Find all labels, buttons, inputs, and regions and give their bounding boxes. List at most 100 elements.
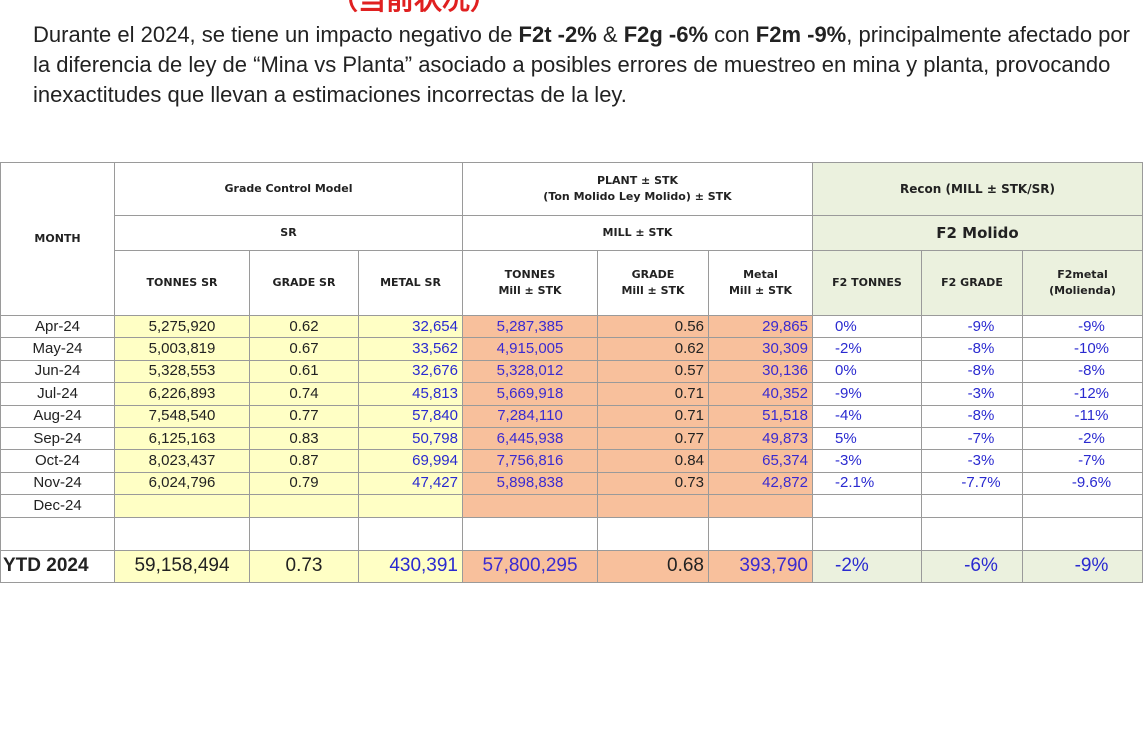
cell: 0.79	[249, 471, 359, 496]
cell: 69,994	[358, 449, 463, 473]
cell	[812, 494, 922, 518]
cell: -9%	[921, 314, 1023, 339]
cell	[114, 494, 250, 518]
cell: 0.61	[249, 359, 359, 384]
cell: 6,226,893	[114, 382, 250, 406]
data-row: Apr-24 5,275,920 0.62 32,654 5,287,385 0.56 29…	[0, 314, 1143, 339]
blank-row	[0, 516, 1143, 551]
cell: May-24	[0, 337, 115, 361]
cell	[462, 516, 598, 551]
cell: Nov-24	[0, 471, 115, 496]
header-line: GRADE	[631, 268, 675, 281]
column-header: TONNES Mill ± STK	[462, 250, 598, 316]
paragraph-segment: Durante el 2024, se tiene un impacto neg…	[33, 22, 519, 47]
cell: 51,518	[708, 404, 813, 428]
cell: 0%	[812, 314, 922, 339]
cell: 0.68	[597, 549, 709, 583]
header-row: MONTH Grade Control Model PLANT ± STK (Ton …	[0, 162, 1143, 316]
group-header: Recon (MILL ± STK/SR)	[812, 162, 1143, 216]
cell: 0.62	[597, 337, 709, 361]
cell	[114, 516, 250, 551]
month-header: MONTH	[0, 162, 115, 316]
cell: 42,872	[708, 471, 813, 496]
cell: Aug-24	[0, 404, 115, 428]
cell: 0.56	[597, 314, 709, 339]
cell	[249, 516, 359, 551]
cell: 393,790	[708, 549, 813, 583]
cell: 7,756,816	[462, 449, 598, 473]
cell	[708, 494, 813, 518]
header-line: F2 GRADE	[941, 276, 1003, 289]
header-line: GRADE SR	[272, 276, 336, 289]
cell: 49,873	[708, 426, 813, 451]
cell: -2.1%	[812, 471, 922, 496]
cell: 65,374	[708, 449, 813, 473]
cell: 40,352	[708, 382, 813, 406]
cell: Jun-24	[0, 359, 115, 384]
cell: 45,813	[358, 382, 463, 406]
group-header: Grade Control Model	[114, 162, 463, 216]
cell	[708, 516, 813, 551]
cell: 7,284,110	[462, 404, 598, 428]
cell: Apr-24	[0, 314, 115, 339]
cell: 32,676	[358, 359, 463, 384]
header-row: TONNES SR GRADE SR METAL SR TONNES Mill ± ST…	[1, 250, 1143, 316]
cell: -4%	[812, 404, 922, 428]
cell: -9%	[1022, 314, 1143, 339]
paragraph-segment: con	[708, 22, 756, 47]
header-line: Metal	[743, 268, 778, 281]
column-header: Metal Mill ± STK	[708, 250, 813, 316]
cell: 5,328,012	[462, 359, 598, 384]
cell	[1022, 516, 1143, 551]
cell: 32,654	[358, 314, 463, 339]
cell: 5,669,918	[462, 382, 598, 406]
header-line: METAL SR	[380, 276, 441, 289]
cell: 57,840	[358, 404, 463, 428]
header-line: Mill ± STK	[498, 284, 562, 297]
cell: 8,023,437	[114, 449, 250, 473]
cell: 5,275,920	[114, 314, 250, 339]
cell: -3%	[812, 449, 922, 473]
paragraph: Durante el 2024, se tiene un impacto neg…	[33, 20, 1133, 110]
subgroup-header: F2 Molido	[812, 215, 1143, 251]
cell: -8%	[921, 404, 1023, 428]
table: MONTH Grade Control Model PLANT ± STK (Ton …	[0, 162, 1143, 583]
cell: 0.67	[249, 337, 359, 361]
cell: 0.73	[597, 471, 709, 496]
data-row: Aug-24 7,548,540 0.77 57,840 7,284,110 0.71 51…	[0, 404, 1143, 428]
column-header: GRADE SR	[249, 250, 359, 316]
data-row: Jun-24 5,328,553 0.61 32,676 5,328,012 0.57 30…	[0, 359, 1143, 384]
cell	[462, 494, 598, 518]
cell: 0.62	[249, 314, 359, 339]
cell: 5,328,553	[114, 359, 250, 384]
cell	[249, 494, 359, 518]
cell: -2%	[812, 337, 922, 361]
subgroup-header: MILL ± STK	[462, 215, 813, 251]
cell	[597, 516, 709, 551]
cell: 30,309	[708, 337, 813, 361]
cell: 0.71	[597, 404, 709, 428]
cell: 6,445,938	[462, 426, 598, 451]
cell: -10%	[1022, 337, 1143, 361]
cell: -2%	[812, 549, 922, 583]
column-header: F2metal (Molienda)	[1022, 250, 1143, 316]
cell: 6,024,796	[114, 471, 250, 496]
cell	[597, 494, 709, 518]
cell: 0.74	[249, 382, 359, 406]
header-line: (Ton Molido Ley Molido) ± STK	[543, 190, 732, 203]
column-header: TONNES SR	[114, 250, 250, 316]
data-row: Nov-24 6,024,796 0.79 47,427 5,898,838 0.73 42…	[0, 471, 1143, 496]
cell: -7%	[921, 426, 1023, 451]
cell	[358, 516, 463, 551]
data-row: Sep-24 6,125,163 0.83 50,798 6,445,938 0.77 49…	[0, 426, 1143, 451]
header-line: (Molienda)	[1049, 284, 1116, 297]
group-header: PLANT ± STK (Ton Molido Ley Molido) ± STK	[462, 162, 813, 216]
data-row: Jul-24 6,226,893 0.74 45,813 5,669,918 0.71 40…	[0, 382, 1143, 406]
data-row: May-24 5,003,819 0.67 33,562 4,915,005 0.62 30…	[0, 337, 1143, 361]
cell	[921, 516, 1023, 551]
paragraph-segment: F2m -9%	[755, 22, 847, 47]
cell: 0%	[812, 359, 922, 384]
cell: 6,125,163	[114, 426, 250, 451]
data-row: Dec-24	[0, 494, 1143, 518]
header-line: Mill ± STK	[621, 284, 685, 297]
